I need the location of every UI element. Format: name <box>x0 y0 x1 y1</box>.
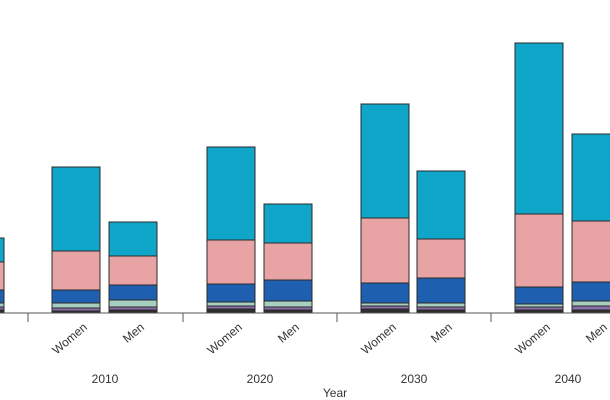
bar-segment <box>360 103 410 219</box>
group-label: 2040 <box>555 372 582 386</box>
bar-segment <box>416 302 466 308</box>
x-tick-label: Men <box>275 320 302 346</box>
bar-segment <box>514 42 564 215</box>
x-tick-label: Women <box>358 320 399 357</box>
bar-segment <box>263 279 313 302</box>
bar-segment <box>108 255 158 286</box>
bar-segment <box>0 302 5 308</box>
bar-segment <box>360 217 410 284</box>
bar-segment <box>0 261 5 291</box>
bar-segment <box>108 299 158 308</box>
bar-segment <box>514 213 564 288</box>
bar-segment <box>51 166 101 252</box>
group-label: 2020 <box>247 372 274 386</box>
bar-segment <box>0 289 5 304</box>
bar-segment <box>571 133 610 222</box>
x-tick-label: Men <box>120 320 147 346</box>
bar-segment <box>0 309 5 314</box>
group-label: 2030 <box>401 372 428 386</box>
group-label: 2010 <box>92 372 119 386</box>
bar-segment <box>206 308 256 314</box>
bar-segment <box>108 221 158 257</box>
x-tick-label: Women <box>49 320 90 357</box>
bar-segment <box>571 305 610 311</box>
bar-segment <box>571 220 610 283</box>
x-tick-label: Women <box>204 320 245 357</box>
bar-segment <box>51 302 101 309</box>
x-tick-label: Men <box>428 320 455 346</box>
x-tick-label: Men <box>583 320 610 346</box>
bar-segment <box>51 289 101 304</box>
bar-segment <box>360 282 410 304</box>
bar-segment <box>263 242 313 281</box>
bar-segment <box>263 300 313 308</box>
bar-segment <box>108 284 158 301</box>
bar-segment <box>360 308 410 314</box>
bar-segment <box>571 300 610 307</box>
bar-segment <box>0 306 5 311</box>
x-axis-title: Year <box>323 386 347 400</box>
x-tick-label: Women <box>512 320 553 357</box>
bar-segment <box>0 237 5 263</box>
bar-segment <box>206 283 256 303</box>
bar-segment <box>206 301 256 307</box>
bar-segment <box>416 170 466 240</box>
bar-segment <box>416 277 466 304</box>
bar-segment <box>51 250 101 291</box>
bar-segment <box>571 281 610 302</box>
bar-segment <box>416 238 466 279</box>
bar-segment <box>206 239 256 285</box>
bar-segment <box>514 286 564 305</box>
bar-segment <box>263 203 313 244</box>
bar-segment <box>206 146 256 241</box>
